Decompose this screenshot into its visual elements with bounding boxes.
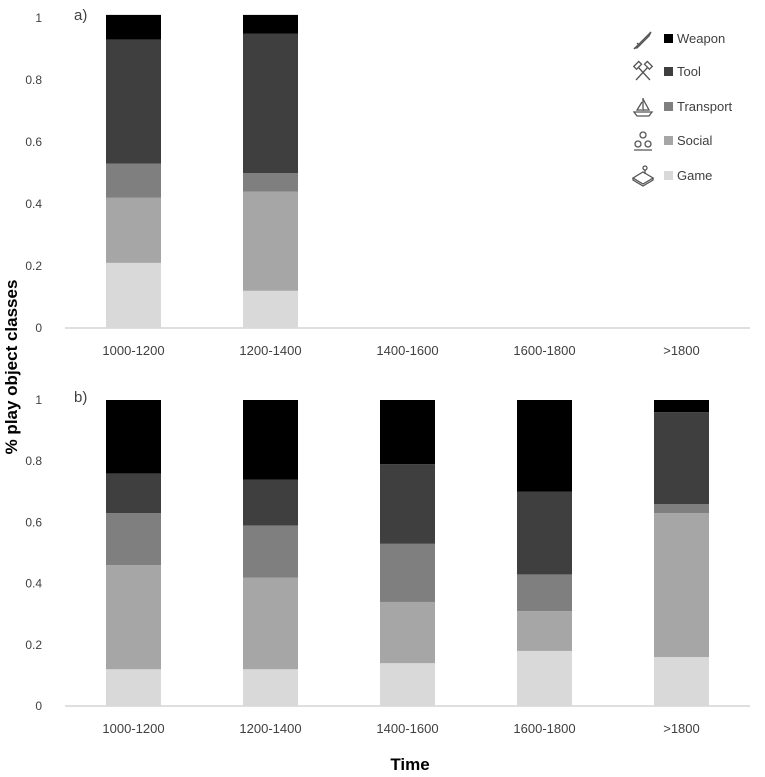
legend-swatch-weapon: [664, 34, 673, 43]
panel-b-bar-segment-tool: [517, 491, 572, 575]
panel-b-x-tick-label: 1000-1200: [102, 721, 164, 736]
panel-b-bar-segment-tool: [380, 464, 435, 544]
panel-b-axes: 0 0.2 0.4 0.6 0.8 1 1000-1200 1200-1400 1400-160…: [25, 393, 750, 736]
panel-b-bar-segment-transport: [380, 543, 435, 602]
panel-b-bar-segment-transport: [654, 504, 709, 514]
sword-icon: [633, 31, 652, 50]
panel-b-bar-segment-game: [380, 663, 435, 706]
panel-b-bar-segment-game: [517, 650, 572, 706]
legend: Weapon Tool Transport: [631, 31, 733, 187]
panel-a-bar-segment-tool: [243, 33, 298, 173]
panel-a-y-tick-label: 0.6: [25, 135, 42, 149]
panel-b-y-tick-label: 1: [35, 393, 42, 407]
panel-a-y-tick-label: 0.8: [25, 73, 42, 87]
legend-item-weapon: Weapon: [633, 31, 725, 50]
panel-b-bar-segment-tool: [106, 473, 161, 514]
panel-b-bar-segment-social: [654, 513, 709, 658]
board-game-icon: [631, 165, 655, 187]
panel-b-y-tick-label: 0.2: [25, 638, 42, 652]
x-axis-title: Time: [390, 755, 429, 774]
panel-b: b) 0 0.2 0.4 0.6 0.8 1 1000-1200 1200-1400 1400-…: [25, 389, 750, 736]
panel-b-bar-segment-weapon: [243, 400, 298, 480]
panel-a-bar-segment-social: [243, 191, 298, 291]
panel-a-x-tick-label: 1400-1600: [376, 343, 438, 358]
sailboat-icon: [632, 98, 654, 117]
panel-b-bar-segment-game: [106, 669, 161, 706]
panel-b-y-tick-label: 0.8: [25, 454, 42, 468]
people-icon: [634, 131, 652, 151]
legend-swatch-game: [664, 171, 673, 180]
legend-item-transport: Transport: [632, 98, 733, 117]
panel-b-bar-segment-game: [243, 669, 298, 706]
panel-b-label: b): [74, 389, 87, 406]
panel-b-x-tick-label: 1400-1600: [376, 721, 438, 736]
panel-b-bar-segment-weapon: [380, 400, 435, 465]
legend-label-tool: Tool: [677, 64, 701, 79]
panel-b-bar-segment-weapon: [517, 400, 572, 492]
y-axis-title: % play object classes: [2, 280, 21, 455]
legend-label-social: Social: [677, 133, 713, 148]
legend-item-game: Game: [631, 165, 712, 187]
panel-a-bar-segment-weapon: [243, 14, 298, 34]
panel-b-bar-segment-social: [380, 601, 435, 664]
panel-b-bars: [106, 400, 709, 706]
legend-swatch-tool: [664, 67, 673, 76]
panel-b-bar-segment-social: [243, 577, 298, 670]
panel-b-bar-segment-weapon: [106, 400, 161, 474]
panel-a-bars: [106, 14, 298, 328]
panel-a-axes: 0 0.2 0.4 0.6 0.8 1 1000-1200 1200-1400 1400-160…: [25, 11, 750, 358]
panel-b-x-tick-label: 1200-1400: [239, 721, 301, 736]
panel-b-bar-segment-transport: [517, 574, 572, 612]
panel-a-bar-segment-tool: [106, 39, 161, 164]
panel-a-bar-segment-transport: [106, 163, 161, 198]
panel-a-bar-segment-game: [106, 262, 161, 328]
panel-a-x-tick-label: 1600-1800: [513, 343, 575, 358]
legend-item-tool: Tool: [632, 60, 701, 81]
panel-a-y-tick-label: 1: [35, 11, 42, 25]
panel-a-y-tick-label: 0.2: [25, 259, 42, 273]
panel-b-x-tick-label: 1600-1800: [513, 721, 575, 736]
panel-a-bar-segment-transport: [243, 173, 298, 192]
panel-a: a) 0 0.2 0.4 0.6 0.8 1 1000-1200 1200-1400 1400-…: [25, 7, 750, 358]
panel-b-bar-segment-game: [654, 657, 709, 706]
legend-label-transport: Transport: [677, 99, 733, 114]
panel-b-bar-segment-social: [517, 611, 572, 651]
panel-a-x-tick-label: 1200-1400: [239, 343, 301, 358]
legend-label-weapon: Weapon: [677, 31, 725, 46]
panel-b-bar-segment-tool: [654, 412, 709, 505]
panel-a-y-tick-label: 0.4: [25, 197, 42, 211]
crossed-hammers-icon: [632, 60, 654, 81]
panel-b-y-tick-label: 0.4: [25, 577, 42, 591]
panel-b-bar-segment-transport: [106, 513, 161, 566]
panel-a-label: a): [74, 7, 87, 24]
panel-b-x-tick-label: >1800: [663, 721, 700, 736]
legend-swatch-transport: [664, 102, 673, 111]
panel-b-bar-segment-transport: [243, 525, 298, 578]
panel-b-y-tick-label: 0.6: [25, 515, 42, 529]
legend-label-game: Game: [677, 168, 712, 183]
panel-b-bar-segment-tool: [243, 479, 298, 526]
legend-swatch-social: [664, 136, 673, 145]
panel-a-x-tick-label: >1800: [663, 343, 700, 358]
panel-a-bar-segment-social: [106, 197, 161, 263]
panel-b-y-tick-label: 0: [35, 699, 42, 713]
panel-a-y-tick-label: 0: [35, 321, 42, 335]
panel-a-bar-segment-game: [243, 290, 298, 328]
panel-a-bar-segment-weapon: [106, 14, 161, 40]
panel-b-bar-segment-weapon: [654, 400, 709, 413]
panel-a-x-tick-label: 1000-1200: [102, 343, 164, 358]
panel-b-bar-segment-social: [106, 565, 161, 670]
legend-item-social: Social: [634, 131, 713, 151]
